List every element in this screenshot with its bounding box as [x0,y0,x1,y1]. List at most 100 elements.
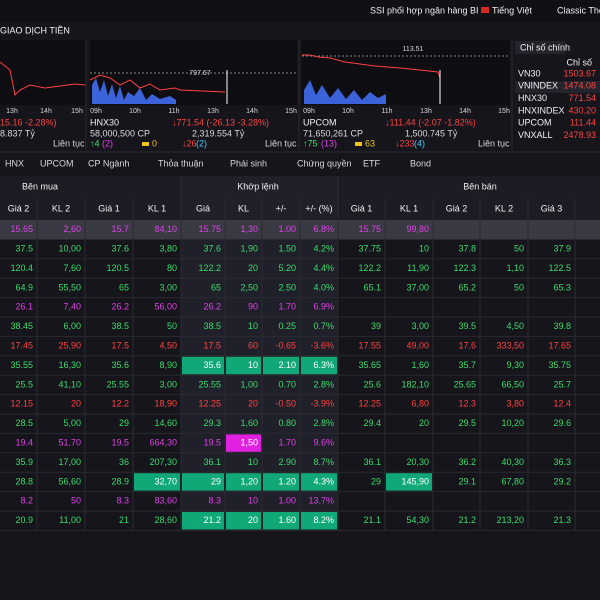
cell: 6,80 [411,399,429,409]
index-row-name[interactable]: HNXINDEX [518,105,565,115]
cell: 2.8% [313,379,334,389]
board-tab[interactable]: UPCOM [40,158,74,168]
cell: 36.2 [458,457,476,467]
index-row-name[interactable]: UPCOM [518,118,552,128]
index-name[interactable]: HNX30 [90,117,119,127]
board-tab[interactable]: Chứng quyền [297,158,352,168]
cell: 37.75 [358,243,381,253]
unchanged: 63 [365,138,375,148]
index-change: 15.16 -2.28%) [0,117,57,127]
board-tab[interactable]: Bond [410,158,431,168]
section-title[interactable]: GIAO DỊCH TIỀN [0,25,70,35]
cell: 36.1 [363,457,381,467]
cell: 9.6% [313,437,334,447]
cell: -0.65 [275,340,296,350]
index-title[interactable]: Chỉ số chính [520,42,570,52]
advancers: ↑75 [303,138,318,148]
cell: 25.5 [15,379,33,389]
cell: 8,90 [159,360,177,370]
cell: 6.3% [313,360,334,370]
chart-label: 113.51 [403,46,424,53]
cell: 37.8 [458,243,476,253]
language-select[interactable]: Tiếng Việt [492,5,533,15]
cell: 28.9 [111,476,129,486]
column-header: KL 1 [148,203,166,213]
cell: 35.6 [111,360,129,370]
cell: 21.2 [203,515,221,525]
cell: 65.2 [458,282,476,292]
floor-count: (4) [414,138,425,148]
board-tab[interactable]: HNX [5,158,24,168]
cell: 0.80 [278,418,296,428]
cell: 182,10 [401,379,429,389]
board-tab[interactable]: Phái sinh [230,158,267,168]
cell: 99,80 [406,224,429,234]
cell: 15.75 [198,224,221,234]
cell: 65 [119,282,129,292]
cell: 1.20 [278,476,296,486]
cell: 9,30 [506,360,524,370]
cell: 20 [248,263,258,273]
index-row-name[interactable]: VN30 [518,68,541,78]
theme-select[interactable]: Classic The [557,5,600,15]
cell: 21.3 [553,515,571,525]
cell: 1,10 [506,263,524,273]
cell: 35.55 [10,360,33,370]
cell: -3.9% [310,399,334,409]
cell: 35.6 [203,360,221,370]
top-link[interactable]: SSI phối hợp ngân hàng BI [370,5,478,15]
cell: 2.10 [278,360,296,370]
cell: 65 [211,282,221,292]
board-tab[interactable]: ETF [363,158,381,168]
cell: 37.6 [111,243,129,253]
cell: 2,60 [63,224,81,234]
cell: 29 [119,418,129,428]
session-status: Liên tục [53,138,85,148]
cell: 17.5 [111,340,129,350]
cell: 26.2 [203,302,221,312]
board-tab[interactable]: CP Ngành [88,158,129,168]
cell: 10,00 [58,243,81,253]
cell: 36 [119,457,129,467]
cell: 13.7% [308,496,334,506]
cell-highlight [226,512,261,530]
index-row-name[interactable]: HNX30 [518,93,547,103]
cell: 38.45 [10,321,33,331]
cell: 20 [419,418,429,428]
cell: 50 [514,243,524,253]
cell: 36.3 [553,457,571,467]
cell-highlight [226,356,261,375]
cell: 25.55 [198,379,221,389]
cell: 11,00 [59,515,81,525]
cell: 19.5 [203,437,221,447]
cell: 1.70 [278,437,296,447]
unchanged: 0 [152,138,157,148]
cell: 207,30 [149,457,177,467]
cell: 122.5 [548,263,571,273]
cell: 7,40 [63,302,81,312]
cell: 29.4 [363,418,381,428]
cell: 29.5 [458,418,476,428]
index-name[interactable]: UPCOM [303,117,337,127]
column-header: KL [238,203,249,213]
index-row-name[interactable]: VNINDEX [518,81,558,91]
volume-area [304,80,386,104]
board-tab[interactable]: Thỏa thuận [158,158,204,168]
cell: 8.3 [116,496,129,506]
cell: 122.2 [198,263,221,273]
index-row-name[interactable]: VNXALL [518,130,553,140]
chart-label: 797.67 [189,70,211,77]
time-label: 15h [285,108,297,115]
cell: 1,00 [240,379,258,389]
cell: 37.5 [15,243,33,253]
cell: 19.4 [15,437,33,447]
cell: 35.9 [15,457,33,467]
cell: 3,00 [159,379,177,389]
cell: 18,90 [154,399,177,409]
cell: 83,60 [154,496,177,506]
time-label: 11h [381,108,392,115]
cell: 29 [371,476,381,486]
cell: 29 [211,476,221,486]
group-header: Khớp lệnh [237,181,278,191]
cell: 15.7 [111,224,129,234]
